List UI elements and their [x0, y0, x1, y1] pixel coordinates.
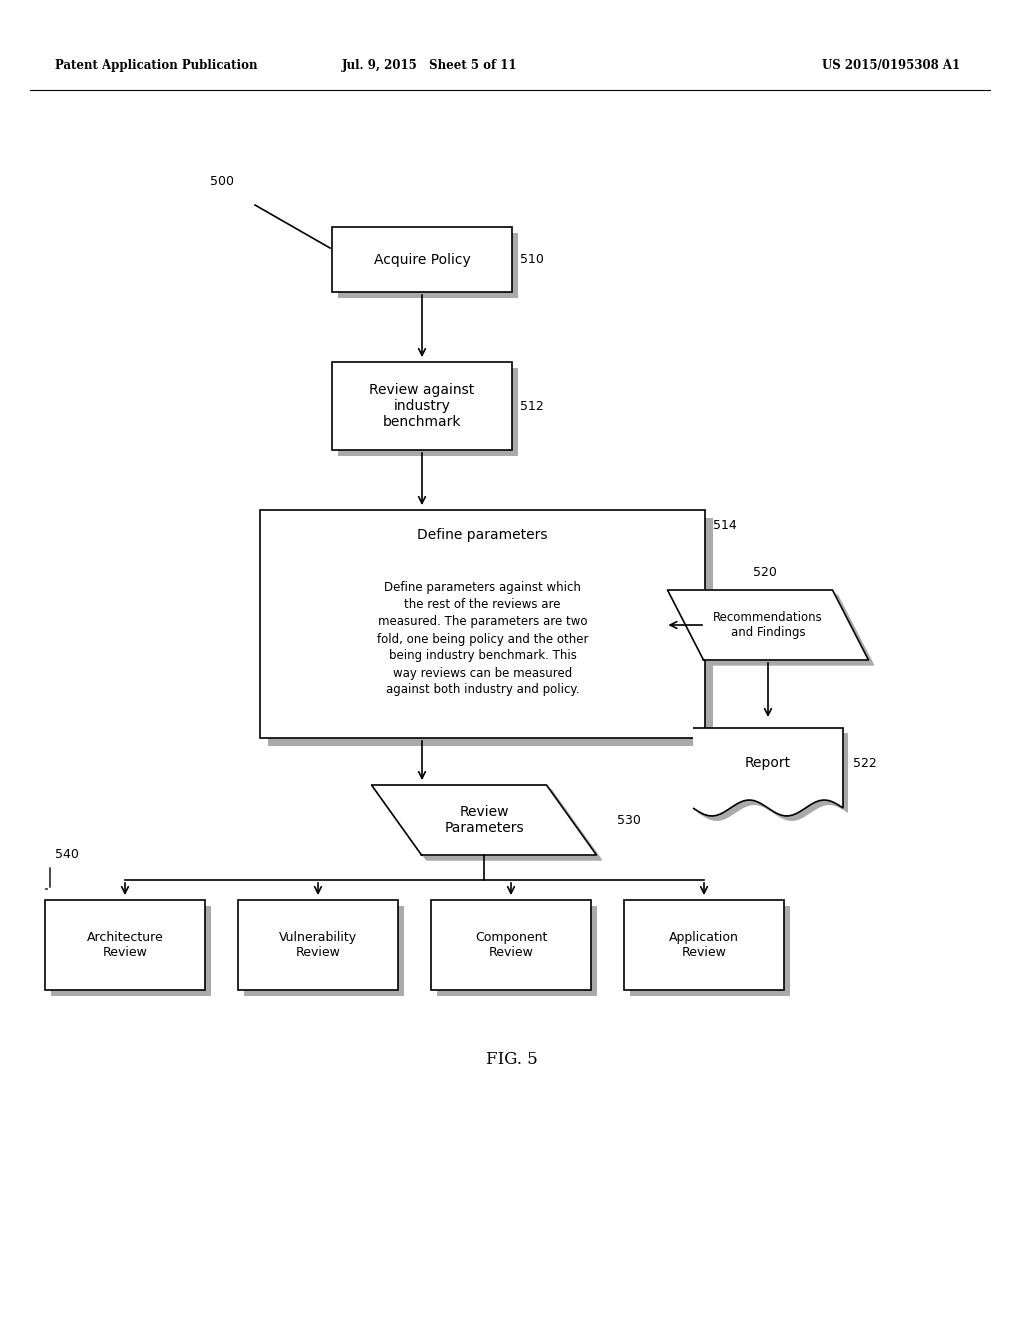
Text: 530: 530 [617, 813, 641, 826]
FancyBboxPatch shape [244, 906, 404, 997]
PathPatch shape [693, 729, 843, 816]
Text: Application
Review: Application Review [669, 931, 739, 960]
Polygon shape [673, 595, 873, 665]
Text: 510: 510 [520, 253, 544, 267]
Text: FIG. 5: FIG. 5 [486, 1052, 538, 1068]
FancyBboxPatch shape [260, 510, 705, 738]
FancyBboxPatch shape [437, 906, 597, 997]
FancyBboxPatch shape [268, 517, 713, 746]
PathPatch shape [698, 733, 848, 821]
FancyBboxPatch shape [332, 227, 512, 292]
Text: Review
Parameters: Review Parameters [444, 805, 524, 836]
Text: 514: 514 [713, 519, 736, 532]
FancyBboxPatch shape [624, 900, 784, 990]
FancyBboxPatch shape [45, 900, 205, 990]
Text: 512: 512 [520, 400, 544, 413]
Text: Recommendations
and Findings: Recommendations and Findings [713, 611, 823, 639]
Text: 540: 540 [55, 849, 79, 862]
FancyBboxPatch shape [51, 906, 211, 997]
FancyBboxPatch shape [431, 900, 591, 990]
Text: Define parameters against which
the rest of the reviews are
measured. The parame: Define parameters against which the rest… [377, 582, 588, 697]
Polygon shape [372, 785, 597, 855]
Text: Define parameters: Define parameters [417, 528, 548, 543]
Text: Patent Application Publication: Patent Application Publication [55, 58, 257, 71]
Text: 522: 522 [853, 756, 877, 770]
Text: 520: 520 [753, 565, 777, 578]
Text: Jul. 9, 2015   Sheet 5 of 11: Jul. 9, 2015 Sheet 5 of 11 [342, 58, 518, 71]
FancyBboxPatch shape [332, 362, 512, 450]
FancyBboxPatch shape [630, 906, 790, 997]
FancyBboxPatch shape [338, 368, 518, 455]
Text: Acquire Policy: Acquire Policy [374, 252, 470, 267]
Polygon shape [377, 789, 601, 861]
Polygon shape [668, 590, 868, 660]
FancyBboxPatch shape [338, 234, 518, 298]
Text: Component
Review: Component Review [475, 931, 547, 960]
Text: US 2015/0195308 A1: US 2015/0195308 A1 [822, 58, 961, 71]
Text: Report: Report [744, 756, 792, 770]
Text: Review against
industry
benchmark: Review against industry benchmark [370, 383, 475, 429]
FancyBboxPatch shape [238, 900, 398, 990]
Text: Vulnerability
Review: Vulnerability Review [279, 931, 357, 960]
Text: 500: 500 [210, 176, 234, 187]
Text: Architecture
Review: Architecture Review [87, 931, 164, 960]
